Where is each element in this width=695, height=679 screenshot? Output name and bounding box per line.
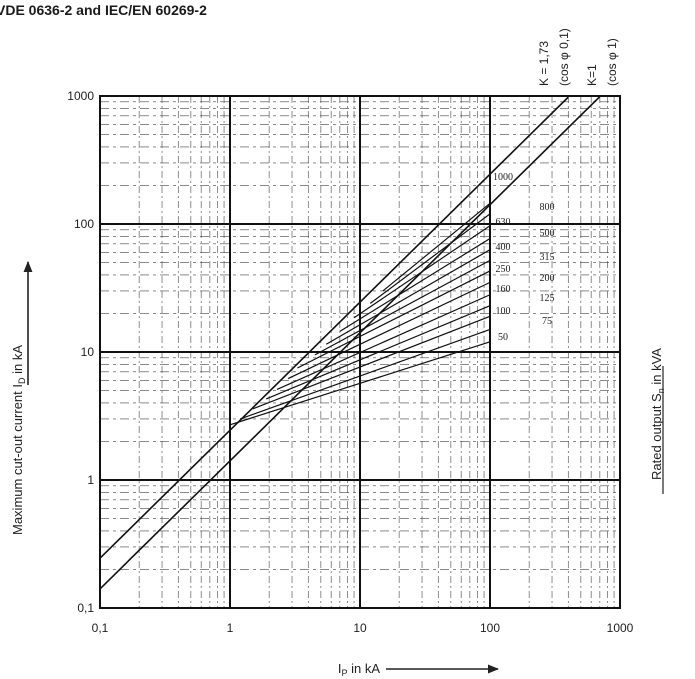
rating-label: 400	[496, 242, 511, 253]
x-axis-label: IP in kA	[338, 661, 380, 678]
rating-label: 315	[540, 252, 555, 263]
x-tick-labels: 0,1 1 10 100 1000	[92, 621, 634, 635]
y-tick-label: 1000	[67, 89, 94, 103]
reference-lines	[99, 95, 601, 590]
rating-label: 1000	[493, 172, 513, 183]
y-axis-label: Maximum cut-out current ID in kA	[10, 345, 27, 535]
rating-label: 800	[540, 202, 555, 213]
rating-curve	[252, 315, 491, 410]
rating-curve	[287, 281, 491, 380]
rating-labels: 1000 800 630 500 400 315 250 200 160 125 100 75 50	[493, 172, 555, 343]
rating-label: 200	[540, 273, 555, 284]
rating-curve	[353, 225, 491, 319]
rating-curve	[382, 202, 491, 292]
rating-curve	[266, 305, 491, 400]
x-tick-label: 100	[480, 621, 500, 635]
x-tick-label: 1000	[607, 621, 634, 635]
y-tick-label: 0,1	[77, 601, 94, 615]
plot-frame	[99, 95, 621, 609]
y-tick-label: 10	[81, 345, 95, 359]
x-tick-label: 0,1	[92, 621, 109, 635]
rating-label: 250	[496, 264, 511, 275]
rating-label: 500	[540, 228, 555, 239]
rating-curve	[369, 213, 491, 304]
k-label: (cos φ 0,1)	[557, 28, 571, 86]
reference-line	[99, 96, 569, 559]
rating-curve	[325, 249, 491, 345]
rating-label: 50	[498, 332, 508, 343]
y-tick-labels: 0,1 1 10 100 1000	[67, 89, 94, 615]
k-label: K = 1,73	[537, 41, 551, 86]
rating-curve	[314, 259, 491, 356]
y-tick-label: 100	[74, 217, 94, 231]
rating-curves	[229, 202, 491, 426]
k-labels: K = 1,73 (cos φ 0,1) K=1 (cos φ 1)	[537, 28, 619, 86]
rating-label: 125	[540, 293, 555, 304]
rating-curve	[297, 270, 491, 369]
rating-label: 100	[496, 306, 511, 317]
x-tick-label: 10	[353, 621, 367, 635]
chart-title: VDE 0636-2 and IEC/EN 60269-2	[0, 2, 207, 18]
rating-curve	[240, 328, 491, 420]
y2-axis-label: Rated output Sn in kVA	[649, 348, 666, 480]
x-tick-label: 1	[227, 621, 234, 635]
rating-label: 630	[496, 217, 511, 228]
k-label: (cos φ 1)	[605, 38, 619, 86]
rating-curve	[276, 294, 491, 390]
y-tick-label: 1	[87, 473, 94, 487]
k-label: K=1	[585, 64, 599, 86]
rating-curve	[339, 238, 491, 332]
rating-curve	[229, 341, 491, 426]
rating-label: 160	[496, 284, 511, 295]
rating-label: 75	[542, 316, 552, 327]
reference-line	[99, 95, 601, 590]
